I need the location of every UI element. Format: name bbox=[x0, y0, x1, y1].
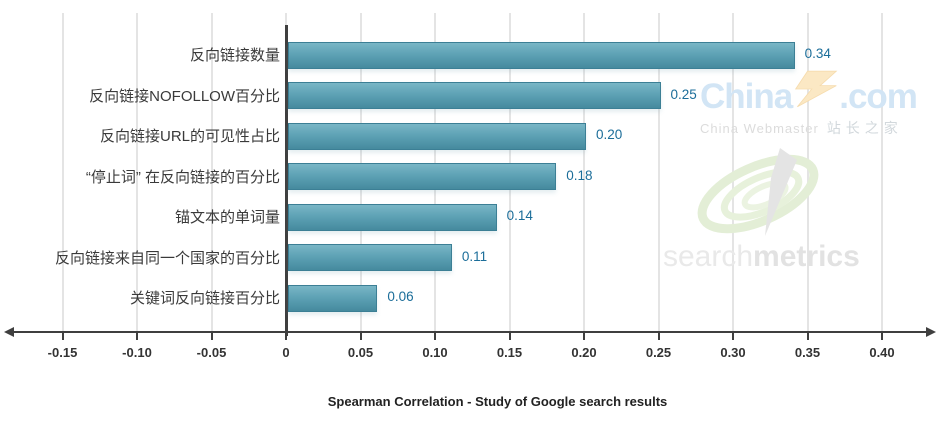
category-label: 反向链接NOFOLLOW百分比 bbox=[89, 87, 280, 105]
axis-tick bbox=[285, 332, 287, 340]
x-axis-line bbox=[12, 331, 928, 333]
axis-tick-label: 0.10 bbox=[422, 345, 448, 360]
axis-tick bbox=[434, 332, 436, 340]
chart-title: Spearman Correlation - Study of Google s… bbox=[327, 394, 668, 409]
bar bbox=[288, 203, 497, 231]
bar bbox=[288, 163, 557, 190]
axis-tick bbox=[732, 332, 734, 340]
axis-tick-label: -0.05 bbox=[196, 345, 227, 360]
category-label: 反向链接来自同一个国家的百分比 bbox=[54, 249, 280, 267]
axis-tick-label: 0 bbox=[282, 345, 290, 360]
gridline bbox=[806, 13, 809, 336]
axis-tick bbox=[881, 332, 883, 340]
axis-tick bbox=[508, 332, 511, 340]
bar bbox=[288, 82, 661, 109]
zero-baseline bbox=[285, 25, 288, 336]
bar-value-label: 0.14 bbox=[506, 208, 533, 223]
axis-tick bbox=[359, 332, 362, 340]
bar bbox=[288, 122, 586, 150]
axis-tick bbox=[583, 332, 585, 340]
gridline bbox=[210, 13, 213, 336]
category-label: 反向链接数量 bbox=[189, 47, 280, 64]
category-label: 锚文本的单词量 bbox=[174, 209, 280, 226]
axis-tick bbox=[61, 332, 64, 340]
axis-tick-label: -0.10 bbox=[122, 345, 152, 360]
bar-value-label: 0.11 bbox=[461, 248, 488, 264]
axis-tick-label: 0.05 bbox=[347, 345, 374, 360]
axis-tick bbox=[657, 332, 660, 340]
axis-tick bbox=[210, 332, 213, 340]
gridline bbox=[881, 13, 883, 336]
axis-tick bbox=[136, 332, 138, 340]
bar bbox=[288, 41, 795, 69]
axis-tick bbox=[806, 332, 809, 340]
bar-value-label: 0.18 bbox=[566, 167, 593, 183]
bar-value-label: 0.06 bbox=[387, 289, 414, 304]
category-label: 反向链接URL的可见性占比 bbox=[99, 128, 280, 145]
axis-tick-label: -0.15 bbox=[47, 345, 78, 360]
bar-value-label: 0.20 bbox=[596, 127, 623, 142]
bar-value-label: 0.25 bbox=[670, 86, 697, 102]
bar bbox=[288, 244, 452, 271]
axis-arrow-left-icon bbox=[4, 327, 14, 337]
gridline bbox=[583, 13, 585, 336]
axis-arrow-right-icon bbox=[926, 327, 936, 337]
axis-tick-label: 0.30 bbox=[720, 345, 746, 360]
gridline bbox=[657, 13, 660, 336]
gridline bbox=[136, 13, 138, 336]
axis-tick-label: 0.35 bbox=[794, 345, 821, 360]
gridline bbox=[61, 13, 64, 336]
axis-tick-label: 0.40 bbox=[869, 345, 895, 360]
axis-tick-label: 0.20 bbox=[571, 345, 597, 360]
category-label: “停止词” 在反向链接的百分比 bbox=[85, 168, 280, 186]
bar bbox=[288, 284, 378, 312]
axis-tick-label: 0.15 bbox=[496, 345, 523, 360]
axis-tick-label: 0.25 bbox=[645, 345, 672, 360]
bar-value-label: 0.34 bbox=[804, 46, 831, 61]
category-label: 关键词反向链接百分比 bbox=[129, 290, 280, 307]
